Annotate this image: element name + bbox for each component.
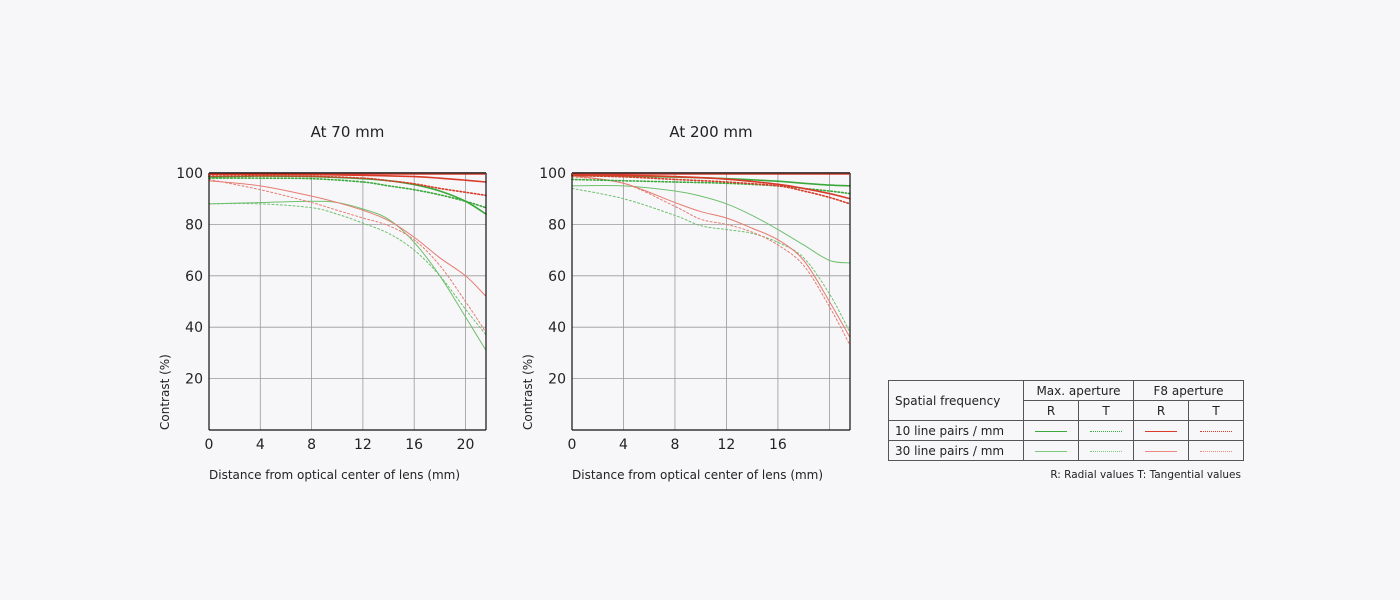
y-tick-label: 100 <box>176 166 203 182</box>
legend-table-container: Spatial frequency Max. aperture F8 apert… <box>888 380 1244 461</box>
series-30lp-max-t <box>208 203 487 336</box>
x-axis-label: Distance from optical center of lens (mm… <box>209 468 460 482</box>
series-30lp-max-r <box>208 200 487 351</box>
series-10lp-max-t <box>571 178 851 195</box>
legend-swatch-30lp-max-t <box>1090 450 1122 452</box>
series-10lp-f8-t <box>571 174 851 205</box>
y-tick-label: 20 <box>548 372 566 388</box>
legend-row-10lp: 10 line pairs / mm <box>888 420 1024 441</box>
x-tick-label: 20 <box>457 437 475 453</box>
chart-70mm: At 70 mm 20 40 60 80 100 0 4 8 12 16 20 Distance fro… <box>158 123 487 482</box>
x-tick-label: 8 <box>671 437 680 453</box>
x-axis-label: Distance from optical center of lens (mm… <box>572 468 823 482</box>
legend-header-spatial-frequency: Spatial frequency <box>888 380 1024 421</box>
legend-swatch-10lp-max-t <box>1090 430 1122 432</box>
y-tick-label: 80 <box>548 217 566 233</box>
legend-note: R: Radial values T: Tangential values <box>1050 469 1241 481</box>
series-10lp-f8-r <box>571 173 851 200</box>
legend-sub-r-max: R <box>1023 400 1079 421</box>
x-tick-label: 4 <box>256 437 265 453</box>
x-tick-label: 8 <box>307 437 316 453</box>
legend-swatch-10lp-f8-r <box>1145 430 1177 432</box>
chart-title: At 200 mm <box>669 123 752 141</box>
legend-swatch-30lp-max-r <box>1035 450 1067 452</box>
series-30lp-f8-r <box>208 180 487 297</box>
legend-swatch-10lp-f8-t <box>1200 430 1232 432</box>
y-tick-label: 60 <box>548 269 566 285</box>
y-axis-label: Contrast (%) <box>521 354 535 430</box>
chart-200mm: At 200 mm 20 40 60 80 100 0 4 8 12 16 Distance from… <box>521 123 851 482</box>
series-10lp-max-t <box>208 177 487 209</box>
legend-sub-t-max: T <box>1078 400 1134 421</box>
x-tick-label: 4 <box>619 437 628 453</box>
y-tick-label: 100 <box>539 166 566 182</box>
y-tick-label: 60 <box>185 269 203 285</box>
x-tick-label: 0 <box>568 437 577 453</box>
x-tick-label: 16 <box>405 437 423 453</box>
series-30lp-f8-t <box>208 178 487 333</box>
y-tick-label: 80 <box>185 217 203 233</box>
legend-group-f8-aperture: F8 aperture <box>1133 380 1244 401</box>
legend-swatch-30lp-f8-r <box>1145 450 1177 452</box>
series-10lp-f8-t <box>208 175 487 197</box>
legend-sub-r-f8: R <box>1133 400 1189 421</box>
x-tick-label: 12 <box>354 437 372 453</box>
legend-swatch-30lp-f8-t <box>1200 450 1232 452</box>
x-tick-label: 0 <box>205 437 214 453</box>
legend-sub-t-f8: T <box>1188 400 1244 421</box>
y-axis-label: Contrast (%) <box>158 354 172 430</box>
x-tick-label: 12 <box>718 437 736 453</box>
legend-table: Spatial frequency Max. aperture F8 apert… <box>888 380 1244 461</box>
series-10lp-max-r <box>208 175 487 215</box>
legend-group-max-aperture: Max. aperture <box>1023 380 1134 401</box>
legend-row-30lp: 30 line pairs / mm <box>888 440 1024 461</box>
series-30lp-max-r <box>571 184 851 264</box>
y-tick-label: 40 <box>548 320 566 336</box>
legend-swatch-10lp-max-r <box>1035 430 1067 432</box>
chart-title: At 70 mm <box>311 123 385 141</box>
series-30lp-f8-r <box>571 175 851 338</box>
y-tick-label: 40 <box>185 320 203 336</box>
y-tick-label: 20 <box>185 372 203 388</box>
series-30lp-f8-t <box>571 176 851 346</box>
series-30lp-max-t <box>571 187 851 333</box>
x-tick-label: 16 <box>769 437 787 453</box>
